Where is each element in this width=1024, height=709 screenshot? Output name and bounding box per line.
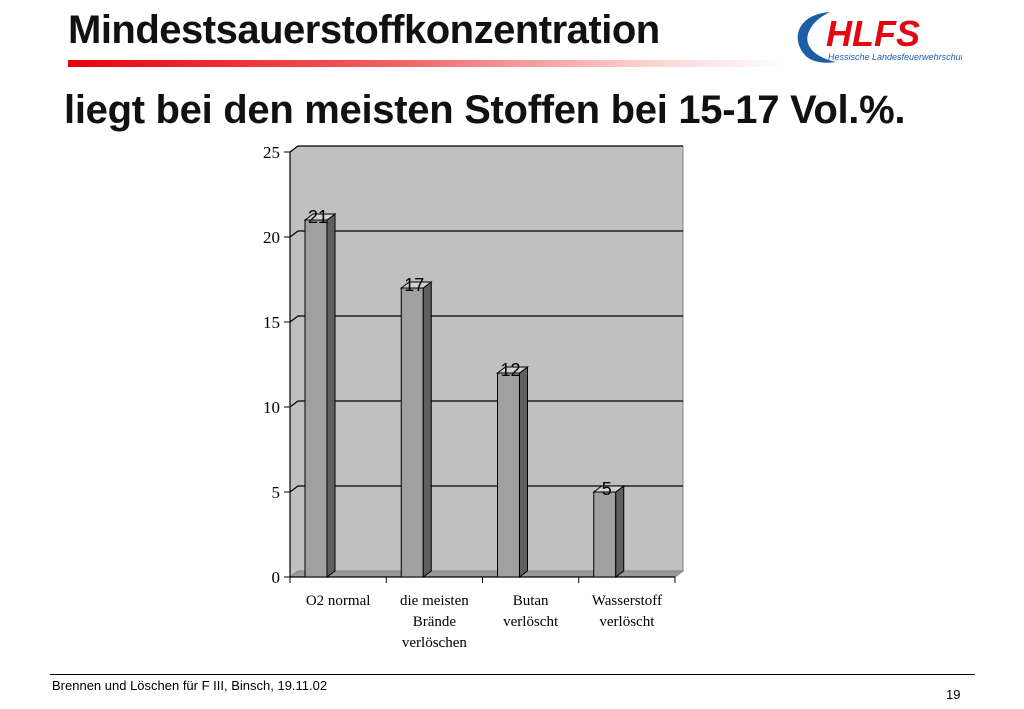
y-tick-label: 5 — [272, 483, 281, 502]
logo-text: HLFS — [826, 13, 920, 54]
y-tick-label: 25 — [263, 143, 280, 162]
page-number: 19 — [946, 687, 961, 702]
x-tick-label: Wasserstoff — [592, 593, 662, 609]
y-tick-label: 10 — [263, 398, 280, 417]
x-tick-label: verlöscht — [599, 614, 655, 630]
gridline — [289, 145, 683, 153]
x-tick-label: Butan — [513, 593, 549, 609]
gridline — [289, 315, 683, 323]
bar — [400, 287, 424, 578]
bar — [593, 491, 617, 578]
x-tick-label: verlöscht — [503, 614, 559, 630]
x-tick-label: verlöschen — [402, 635, 467, 651]
bar-top — [496, 366, 529, 374]
bar-side — [519, 366, 528, 578]
footer-divider — [50, 674, 975, 675]
data-label: 5 — [602, 479, 612, 499]
gridline — [289, 400, 683, 408]
bar-side — [615, 485, 625, 578]
y-tick-label: 15 — [263, 313, 280, 332]
bar-top — [303, 213, 337, 221]
hlfs-logo: HLFS Hessische Landesfeuerwehrschule — [797, 12, 962, 63]
bar-top — [592, 485, 626, 493]
y-tick-label: 20 — [263, 228, 280, 247]
x-tick-label: Brände — [413, 614, 457, 630]
y-tick-label: 0 — [272, 568, 281, 587]
title-underline — [68, 60, 788, 67]
gridline — [289, 485, 683, 493]
x-tick-label: O2 normal — [306, 593, 371, 609]
footer-text: Brennen und Löschen für F III, Binsch, 1… — [52, 678, 328, 693]
bar — [497, 372, 520, 578]
bar-side — [326, 213, 336, 578]
data-label: 21 — [308, 207, 328, 227]
bar-side — [422, 281, 432, 578]
slide-subtitle: liegt bei den meisten Stoffen bei 15-17 … — [64, 88, 906, 132]
plot-floor — [288, 570, 685, 578]
bar — [304, 219, 328, 578]
data-label: 17 — [404, 275, 424, 295]
gridline — [289, 230, 683, 238]
data-label: 12 — [500, 360, 520, 380]
x-tick-label: die meisten — [400, 593, 469, 609]
bar-top — [399, 281, 433, 289]
logo-tagline: Hessische Landesfeuerwehrschule — [828, 52, 962, 62]
logo-swoosh-icon — [797, 12, 836, 63]
slide-title: Mindestsauerstoffkonzentration — [68, 8, 660, 52]
